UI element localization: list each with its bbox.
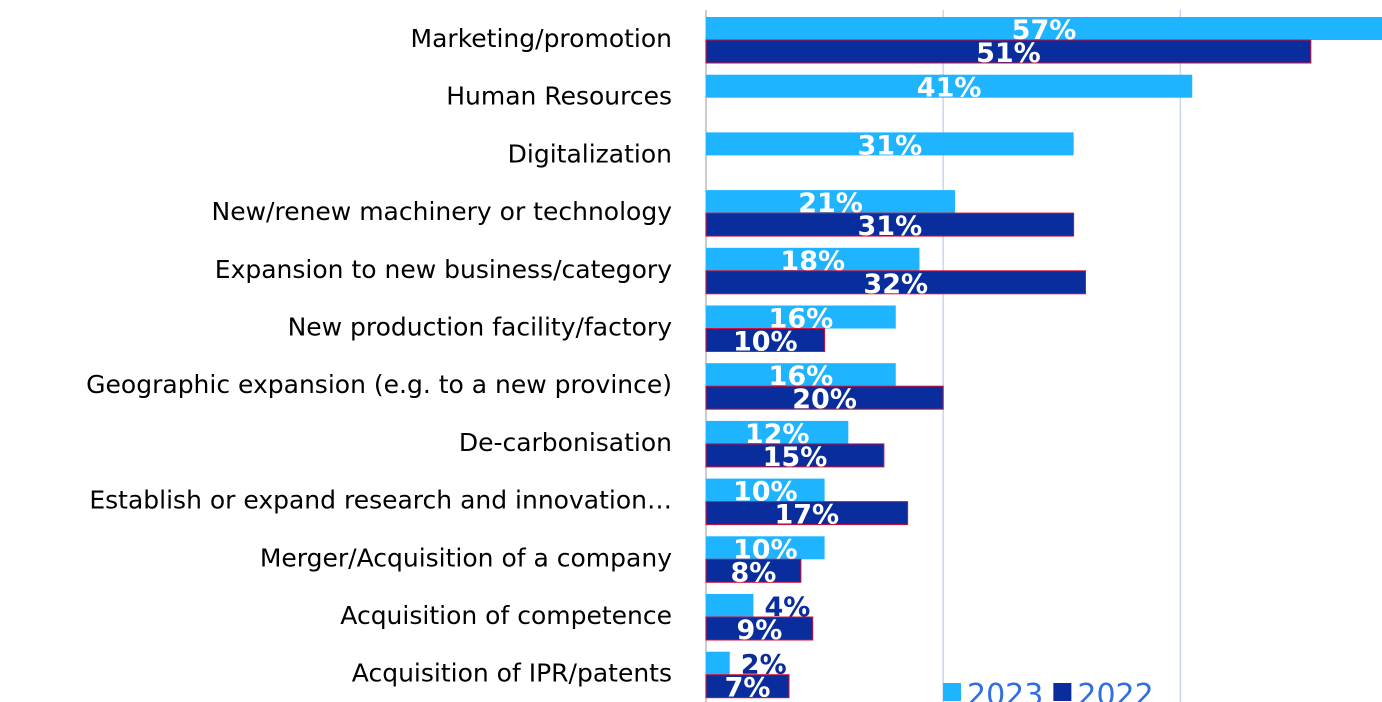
legend-swatch bbox=[943, 683, 961, 701]
data-label: 9% bbox=[736, 615, 782, 646]
bar bbox=[705, 385, 944, 410]
legend-label: 2023 bbox=[967, 678, 1043, 702]
category-label: Marketing/promotion bbox=[411, 24, 672, 53]
bar bbox=[706, 305, 896, 329]
data-label: 7% bbox=[725, 673, 771, 702]
category-label: Establish or expand research and innovat… bbox=[89, 486, 672, 515]
category-label: Geographic expansion (e.g. to a new prov… bbox=[86, 370, 672, 399]
data-label: 15% bbox=[763, 442, 828, 473]
data-label: 20% bbox=[792, 384, 857, 415]
bar bbox=[705, 674, 790, 699]
data-label: 31% bbox=[858, 130, 923, 161]
bar bbox=[706, 247, 920, 271]
bar bbox=[705, 39, 1312, 64]
category-label: De-carbonisation bbox=[459, 428, 672, 457]
bar bbox=[705, 212, 1075, 237]
bar bbox=[706, 651, 730, 675]
legend-label: 2022 bbox=[1077, 678, 1153, 702]
category-label: Human Resources bbox=[446, 82, 672, 111]
bar bbox=[705, 328, 826, 352]
bar bbox=[706, 132, 1074, 156]
category-label: New/renew machinery or technology bbox=[212, 197, 673, 226]
category-label: Acquisition of IPR/patents bbox=[352, 659, 672, 688]
category-label: New production facility/factory bbox=[288, 313, 673, 342]
bar bbox=[705, 558, 802, 583]
bar bbox=[705, 443, 885, 468]
bar bbox=[706, 17, 1382, 40]
data-label: 31% bbox=[858, 211, 923, 242]
category-label: Acquisition of competence bbox=[340, 601, 672, 630]
data-label: 41% bbox=[917, 73, 982, 104]
bar bbox=[706, 420, 849, 444]
data-label: 32% bbox=[863, 269, 928, 300]
bar bbox=[706, 478, 825, 502]
category-label: Merger/Acquisition of a company bbox=[260, 543, 672, 572]
data-label: 51% bbox=[976, 38, 1041, 69]
data-label: 8% bbox=[731, 557, 777, 588]
bar bbox=[705, 616, 814, 641]
category-label: Expansion to new business/category bbox=[215, 255, 672, 284]
category-label: Digitalization bbox=[508, 139, 672, 168]
bar bbox=[706, 74, 1193, 98]
bar bbox=[706, 594, 754, 617]
bar bbox=[706, 190, 956, 214]
data-label: 17% bbox=[774, 500, 839, 531]
data-label: 10% bbox=[733, 327, 798, 358]
bar bbox=[705, 501, 909, 526]
bar bbox=[706, 363, 896, 387]
legend-swatch bbox=[1053, 683, 1072, 701]
bar bbox=[705, 270, 1087, 295]
bar bbox=[706, 536, 825, 560]
